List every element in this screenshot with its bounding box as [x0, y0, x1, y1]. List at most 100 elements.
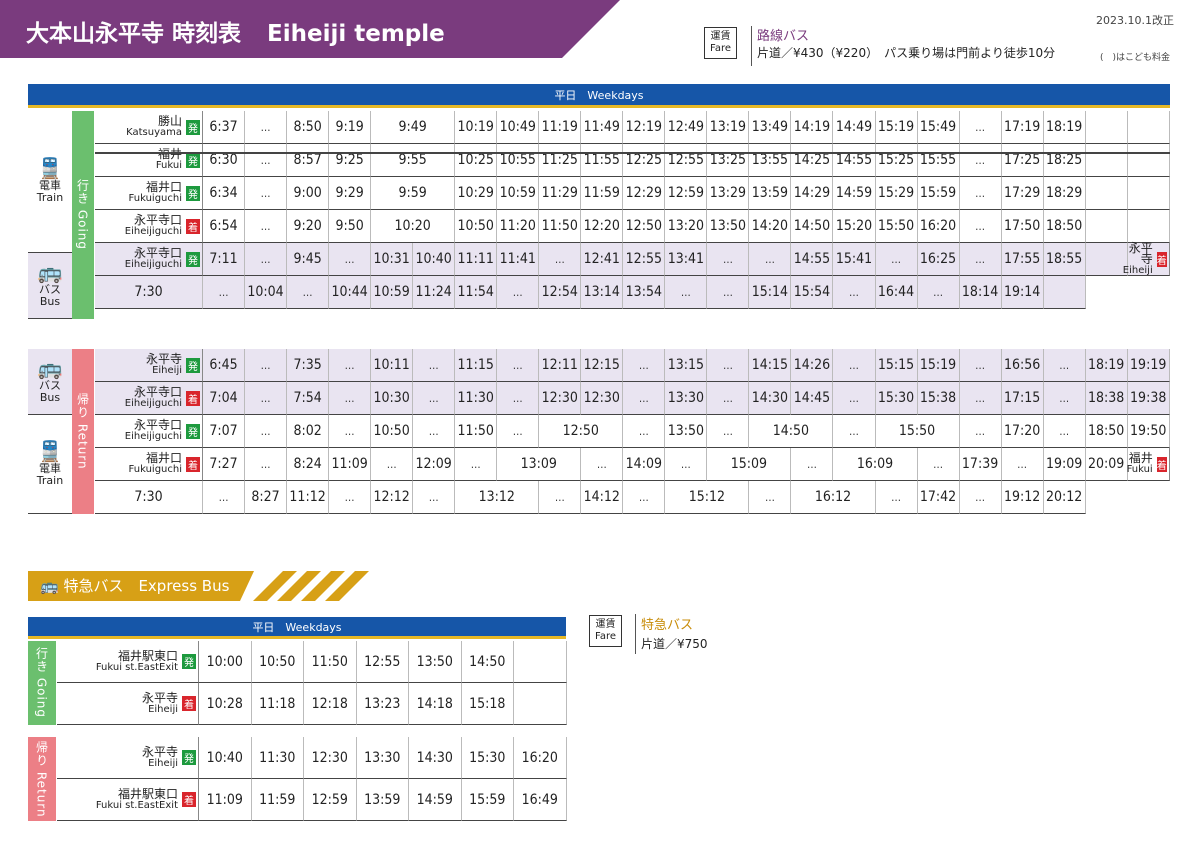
- time-cell: 17:19: [1001, 111, 1044, 144]
- time-cell: 12:29: [623, 177, 666, 210]
- station-cell: 永平寺口 Eiheijiguchi 発: [95, 415, 203, 448]
- time-cell: 11:41: [497, 243, 540, 276]
- bus-label-jp: バス: [39, 283, 61, 296]
- station-name-en: Eiheijiguchi: [124, 431, 182, 442]
- time-cell: …: [329, 349, 372, 382]
- time-cell: 10:50: [371, 415, 414, 448]
- express-section: 福井駅東口 Fukui st.EastExit 発 10:00 10:50 11:50 12…: [57, 641, 567, 725]
- bus-label-en: Bus: [39, 391, 61, 404]
- station-cell: 福井 Fukui 着: [1127, 448, 1170, 481]
- time-cell: 10:31: [371, 243, 414, 276]
- station-name: 永平寺口 Eiheijiguchi: [124, 214, 182, 237]
- time-cell: 10:44: [329, 276, 372, 309]
- station-cell: 永平寺口 Eiheijiguchi 着: [95, 382, 203, 415]
- time-cell: 12:12: [371, 481, 414, 514]
- time-cell: 13:25: [707, 144, 750, 177]
- time-cell: 18:50: [1085, 415, 1128, 448]
- time-cell: …: [581, 448, 624, 481]
- time-cell: [1127, 144, 1170, 177]
- time-cell: 12:49: [665, 111, 708, 144]
- time-cell: 14:25: [791, 144, 834, 177]
- express-going-strip: 行き Going: [28, 641, 56, 725]
- time-cell: 12:41: [581, 243, 624, 276]
- departure-badge: 発: [182, 654, 196, 669]
- time-cell: 13:41: [665, 243, 708, 276]
- time-cell: 12:30: [304, 737, 357, 779]
- time-cell: 11:55: [581, 144, 624, 177]
- time-cell: 12:55: [356, 641, 409, 683]
- time-cell: …: [707, 415, 750, 448]
- time-cell: …: [623, 415, 666, 448]
- time-cell: 11:15: [455, 349, 498, 382]
- time-cell: 7:27: [203, 448, 246, 481]
- time-cell: 6:45: [203, 349, 246, 382]
- time-cell: 9:45: [287, 243, 330, 276]
- express-fare-title: 特急バス: [641, 618, 694, 633]
- time-cell: 10:19: [455, 111, 498, 144]
- time-cell: …: [833, 382, 876, 415]
- time-cell: 15:54: [791, 276, 834, 309]
- time-cell: 14:29: [791, 177, 834, 210]
- station-cell: 永平寺 Eiheiji 着: [57, 683, 199, 725]
- time-cell: 18:14: [959, 276, 1002, 309]
- time-cell: 13:29: [707, 177, 750, 210]
- departure-badge: 発: [186, 357, 200, 373]
- time-cell: [1043, 276, 1086, 309]
- time-cell: 18:55: [1043, 243, 1086, 276]
- time-cell: [1085, 243, 1128, 276]
- time-cell: …: [329, 481, 372, 514]
- time-cell: 11:50: [455, 415, 498, 448]
- time-cell: 13:59: [356, 779, 409, 821]
- station-name-en: Fukuiguchi: [128, 464, 182, 475]
- time-cell: 11:18: [251, 683, 304, 725]
- train-label-en: Train: [36, 191, 64, 204]
- station-name-jp: 勝山: [157, 114, 182, 128]
- station-name-en: Eiheiji: [1122, 264, 1153, 276]
- time-cell: …: [413, 481, 456, 514]
- time-cell: 15:30: [461, 737, 514, 779]
- time-cell: 14:50: [749, 415, 834, 448]
- time-cell: …: [203, 276, 246, 309]
- time-cell: 11:09: [199, 779, 252, 821]
- arrival-badge: 着: [1156, 456, 1167, 472]
- time-cell: 12:50: [539, 415, 624, 448]
- time-cell: 15:19: [875, 111, 918, 144]
- time-cell: …: [497, 276, 540, 309]
- time-cell: 12:50: [623, 210, 666, 243]
- time-cell: 13:12: [455, 481, 540, 514]
- time-cell: 10:59: [497, 177, 540, 210]
- time-cell: 11:30: [455, 382, 498, 415]
- bus-icon: 🚌: [37, 356, 63, 380]
- station-name-en: Eiheijiguchi: [124, 226, 182, 237]
- time-cell: …: [497, 382, 540, 415]
- station-name: 福井 Fukui: [156, 148, 182, 171]
- time-cell: 19:14: [1001, 276, 1044, 309]
- train-label-en: Train: [36, 473, 64, 487]
- time-cell: …: [329, 415, 372, 448]
- train-icon: 🚆: [37, 156, 63, 180]
- departure-badge: 発: [186, 152, 200, 168]
- time-cell: 9:49: [371, 111, 456, 144]
- time-cell: 18:19: [1043, 111, 1086, 144]
- page-title: 大本山永平寺 時刻表 Eiheiji temple: [26, 14, 445, 48]
- time-cell: 10:28: [199, 683, 252, 725]
- time-cell: …: [371, 448, 414, 481]
- time-cell: …: [959, 177, 1002, 210]
- station-name-en: Eiheijiguchi: [124, 259, 182, 270]
- arrival-badge: 着: [186, 390, 200, 406]
- fare-tag-jp: 運賃: [710, 31, 731, 42]
- time-cell: …: [245, 382, 288, 415]
- time-cell: …: [623, 481, 666, 514]
- time-cell: …: [749, 481, 792, 514]
- revision-date: 2023.10.1改正: [1096, 14, 1174, 27]
- time-cell: …: [329, 382, 372, 415]
- time-cell: [1127, 111, 1170, 144]
- station-name-jp: 福井駅東口: [117, 648, 178, 663]
- time-cell: 15:18: [461, 683, 514, 725]
- time-cell: 15:20: [833, 210, 876, 243]
- time-cell: …: [539, 243, 582, 276]
- station-cell: 永平寺 Eiheiji 発: [95, 349, 203, 382]
- time-cell: …: [1043, 415, 1086, 448]
- time-cell: …: [245, 210, 288, 243]
- station-name: 福井 Fukui: [1127, 452, 1153, 475]
